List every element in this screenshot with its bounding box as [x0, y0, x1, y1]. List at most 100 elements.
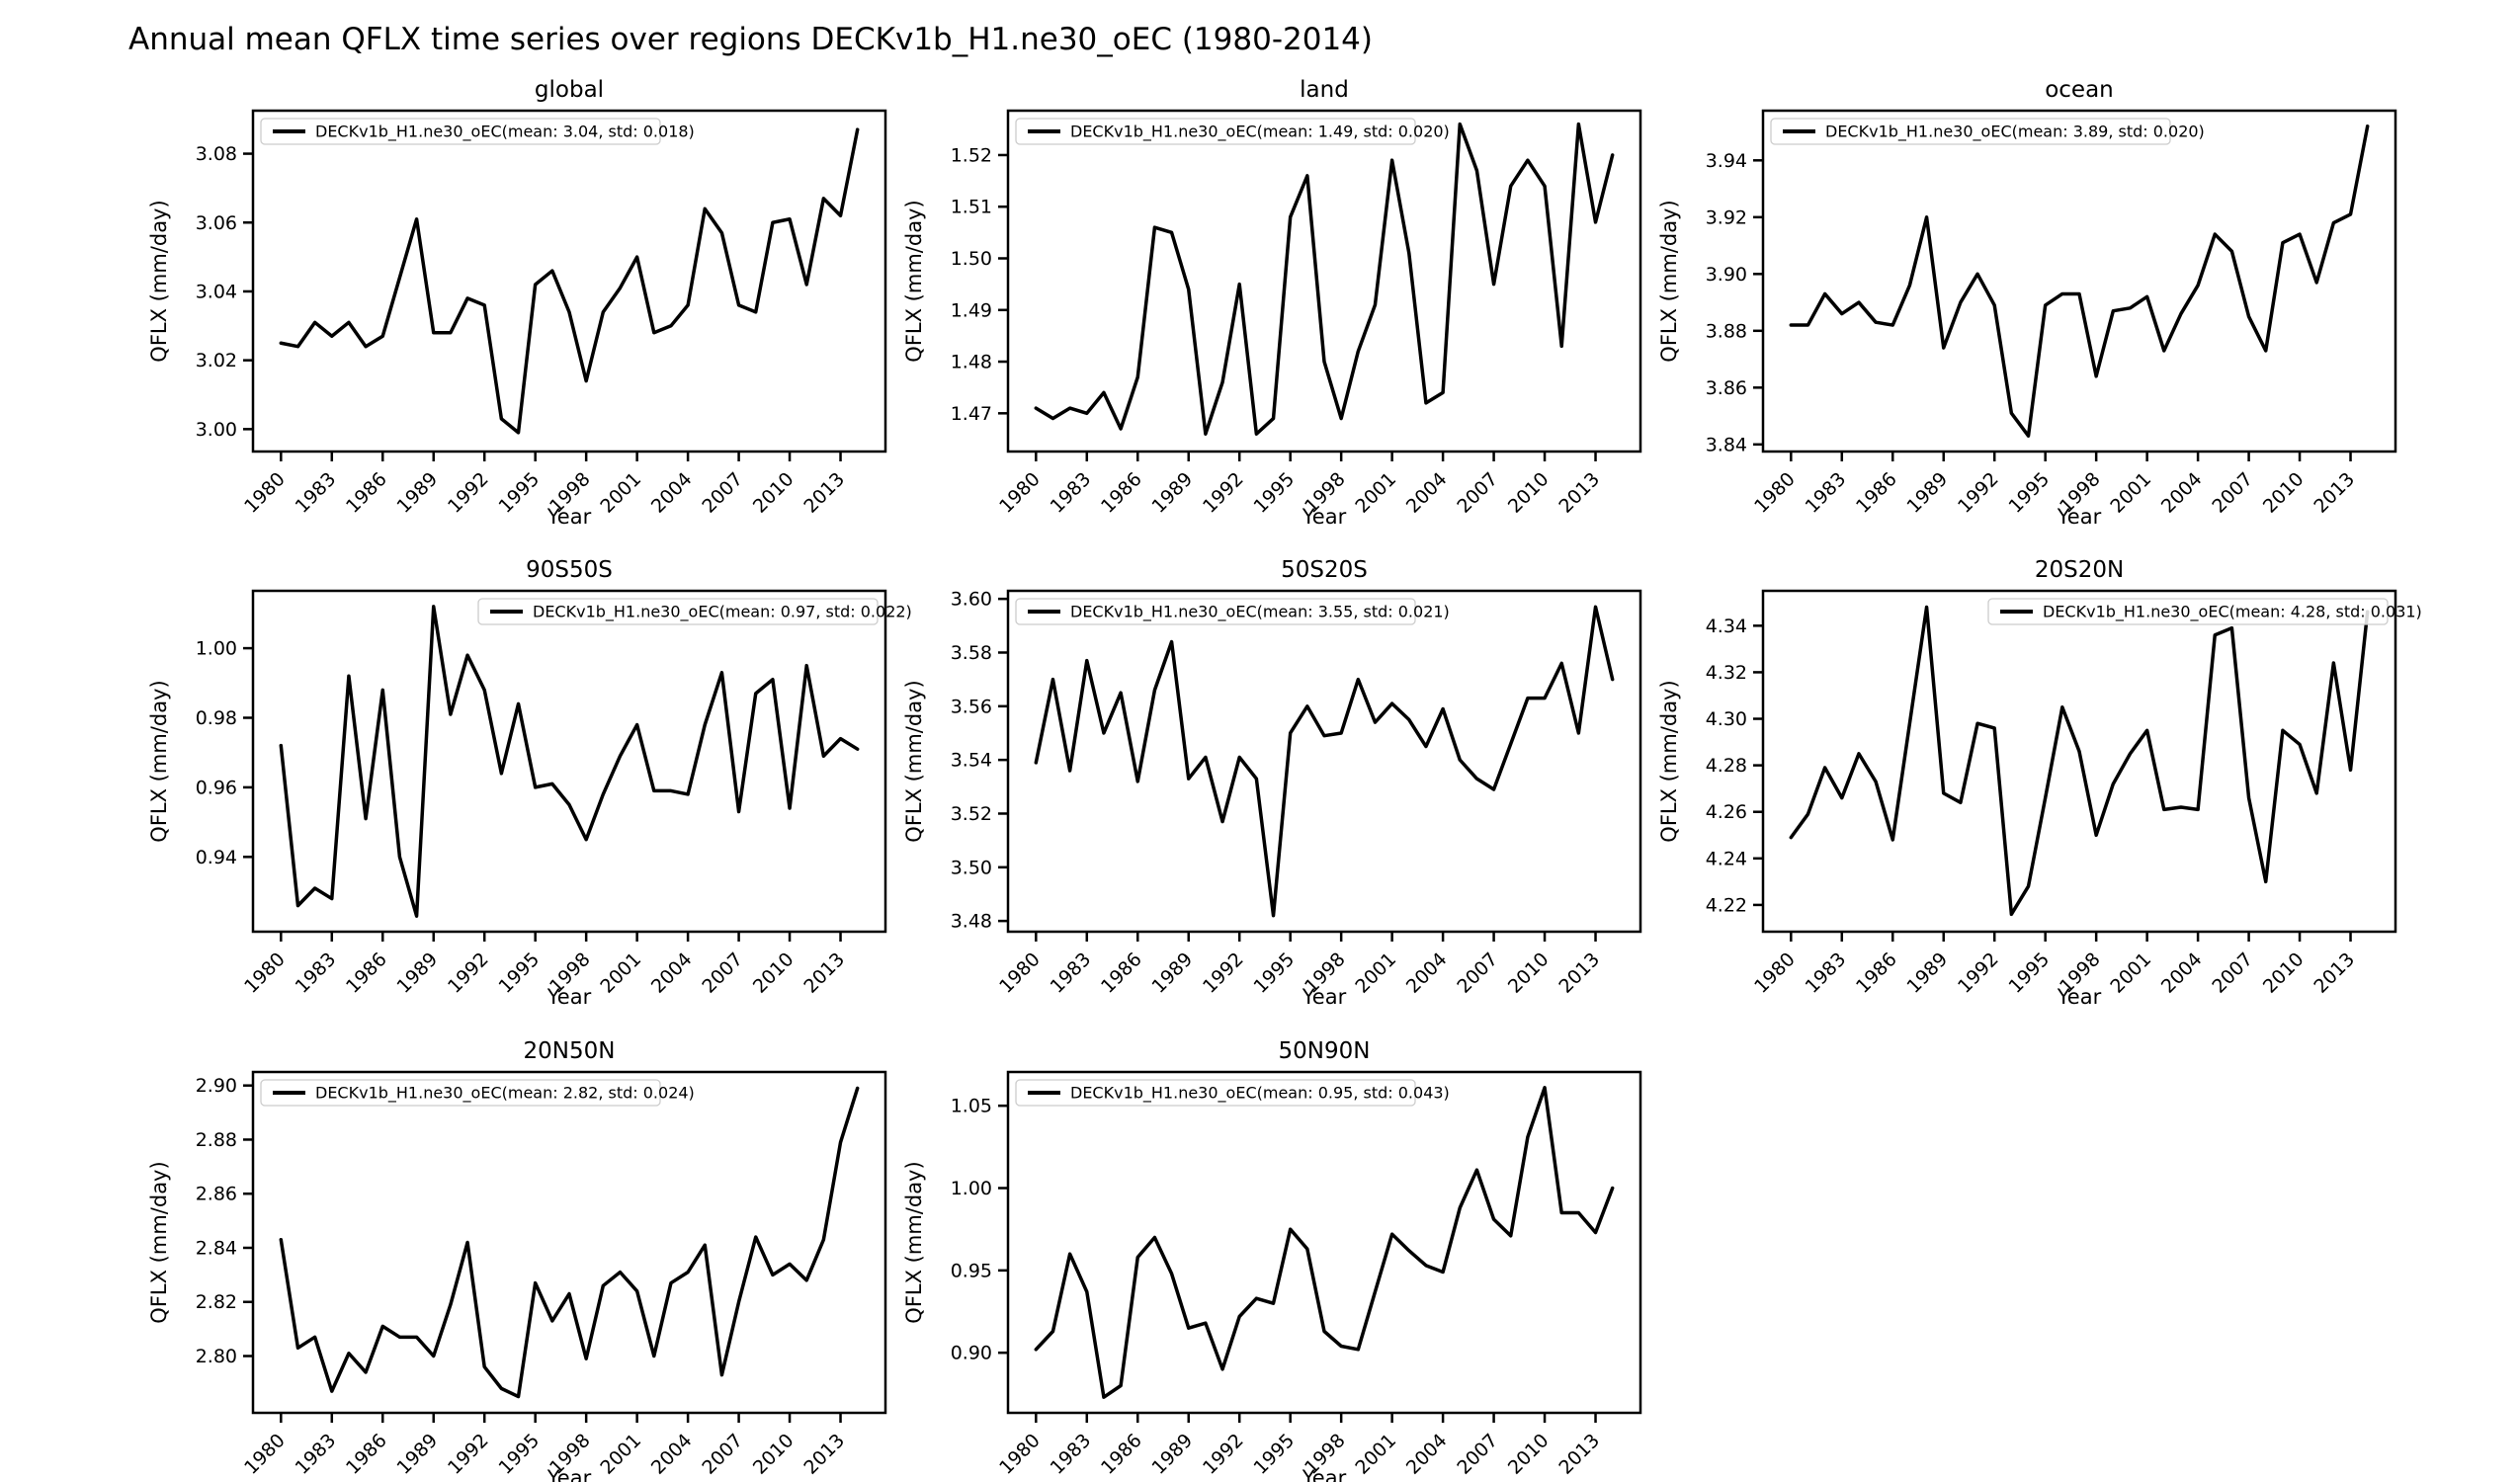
x-tick-label: 1983 — [1047, 948, 1096, 998]
x-axis-title: Year — [2057, 505, 2102, 529]
series-line-global — [279, 127, 860, 435]
y-tick-label: 4.28 — [1706, 755, 1747, 777]
legend-box — [1015, 118, 1416, 145]
x-axis-title: Year — [1302, 985, 1347, 1009]
y-axis-title: QFLX (mm/day) — [902, 680, 926, 842]
subplot-title: land — [1300, 77, 1349, 103]
x-tick-label: 1995 — [1249, 948, 1299, 998]
y-tick-label: 3.00 — [196, 419, 237, 441]
y-tick-label: 0.90 — [951, 1343, 992, 1364]
x-tick-label: 1992 — [1199, 948, 1248, 998]
x-tick-label: 1980 — [240, 468, 290, 518]
y-tick-label: 1.52 — [951, 144, 992, 166]
subplot-title: 20S20N — [2035, 557, 2124, 583]
legend-box — [260, 1079, 661, 1107]
x-tick-label: 1992 — [444, 468, 493, 518]
x-tick-label: 2004 — [1402, 948, 1452, 998]
series-line-50S20S — [1034, 605, 1615, 918]
y-tick-label: 1.00 — [951, 1178, 992, 1199]
legend-label: DECKv1b_H1.ne30_oEC(mean: 2.82, std: 0.0… — [315, 1084, 695, 1104]
axes-frame — [1006, 589, 1642, 934]
y-tick-label: 3.88 — [1706, 320, 1747, 342]
x-tick-label: 2007 — [698, 1430, 747, 1479]
x-tick-label: 2013 — [1554, 468, 1604, 518]
y-tick-label: 4.32 — [1706, 662, 1747, 684]
y-tick-label: 2.88 — [196, 1129, 237, 1151]
y-tick-label: 1.48 — [951, 352, 992, 373]
x-tick-label: 2013 — [2310, 948, 2359, 998]
x-tick-label: 1983 — [1047, 1430, 1096, 1479]
x-tick-label: 2004 — [1402, 468, 1452, 518]
axes-frame — [251, 1070, 887, 1415]
x-tick-label: 1980 — [995, 1430, 1045, 1479]
subplot-title: global — [535, 77, 604, 103]
subplot-title: 50N90N — [1279, 1038, 1371, 1064]
x-tick-label: 2013 — [799, 948, 849, 998]
y-axis-title: QFLX (mm/day) — [147, 680, 171, 842]
x-tick-label: 1992 — [1954, 468, 2003, 518]
x-tick-label: 2010 — [2259, 948, 2309, 998]
x-tick-label: 1995 — [1249, 1430, 1299, 1479]
x-tick-label: 2010 — [749, 1430, 798, 1479]
y-tick-label: 3.58 — [951, 642, 992, 664]
y-tick-label: 3.94 — [1706, 150, 1747, 172]
x-tick-label: 1986 — [342, 468, 391, 518]
y-tick-label: 4.34 — [1706, 616, 1747, 637]
x-tick-label: 2010 — [1504, 1430, 1554, 1479]
y-tick-label: 0.95 — [951, 1260, 992, 1281]
x-tick-label: 2007 — [1453, 468, 1502, 518]
subplot-land: land 1.47 1.48 1.49 1.50 1.51 1.52 1980 1983 1986… — [880, 66, 1680, 594]
subplot-title: ocean — [2045, 77, 2114, 103]
legend-box — [1015, 598, 1416, 625]
legend-box — [477, 598, 879, 625]
x-tick-label: 1992 — [1199, 1430, 1248, 1479]
x-axis-title: Year — [546, 505, 592, 529]
y-tick-label: 2.84 — [196, 1237, 237, 1259]
x-tick-label: 1980 — [1750, 468, 1800, 518]
y-tick-label: 3.56 — [951, 696, 992, 717]
x-tick-label: 2004 — [647, 468, 697, 518]
x-tick-label: 1980 — [240, 948, 290, 998]
x-tick-label: 2013 — [799, 468, 849, 518]
x-tick-label: 1989 — [393, 468, 443, 518]
x-tick-label: 2001 — [2106, 468, 2155, 518]
y-tick-label: 3.06 — [196, 212, 237, 234]
y-tick-label: 4.22 — [1706, 894, 1747, 916]
axes-frame — [251, 589, 887, 934]
series-line-ocean — [1789, 124, 2370, 438]
x-tick-label: 1995 — [1249, 468, 1299, 518]
x-tick-label: 2004 — [647, 948, 697, 998]
x-axis-title: Year — [546, 1466, 592, 1482]
x-axis-title: Year — [1302, 505, 1347, 529]
x-tick-label: 1986 — [1852, 468, 1901, 518]
y-tick-label: 4.30 — [1706, 708, 1747, 730]
y-tick-label: 4.26 — [1706, 801, 1747, 823]
series-line-20N50N — [279, 1086, 860, 1399]
subplot-global: global 3.00 3.02 3.04 3.06 3.08 1980 1983 1986 19… — [125, 66, 925, 594]
x-tick-label: 2010 — [749, 468, 798, 518]
x-tick-label: 2007 — [2208, 948, 2257, 998]
x-tick-label: 1986 — [342, 1430, 391, 1479]
x-tick-label: 1989 — [1903, 948, 1953, 998]
subplot-50S20S: 50S20S 3.48 3.50 3.52 3.54 3.56 3.58 3.60 1980 19… — [880, 546, 1680, 1074]
y-tick-label: 3.60 — [951, 589, 992, 611]
y-tick-label: 3.92 — [1706, 206, 1747, 228]
x-tick-label: 1986 — [1097, 468, 1146, 518]
y-tick-label: 2.80 — [196, 1346, 237, 1367]
x-tick-label: 1992 — [444, 1430, 493, 1479]
y-tick-label: 4.24 — [1706, 848, 1747, 869]
y-tick-label: 3.50 — [951, 857, 992, 878]
y-tick-label: 1.49 — [951, 299, 992, 321]
x-tick-label: 1995 — [2004, 948, 2054, 998]
x-tick-label: 1983 — [292, 1430, 341, 1479]
legend-box — [1770, 118, 2171, 145]
x-tick-label: 1983 — [292, 948, 341, 998]
x-tick-label: 2001 — [596, 948, 645, 998]
x-tick-label: 2001 — [1351, 468, 1400, 518]
